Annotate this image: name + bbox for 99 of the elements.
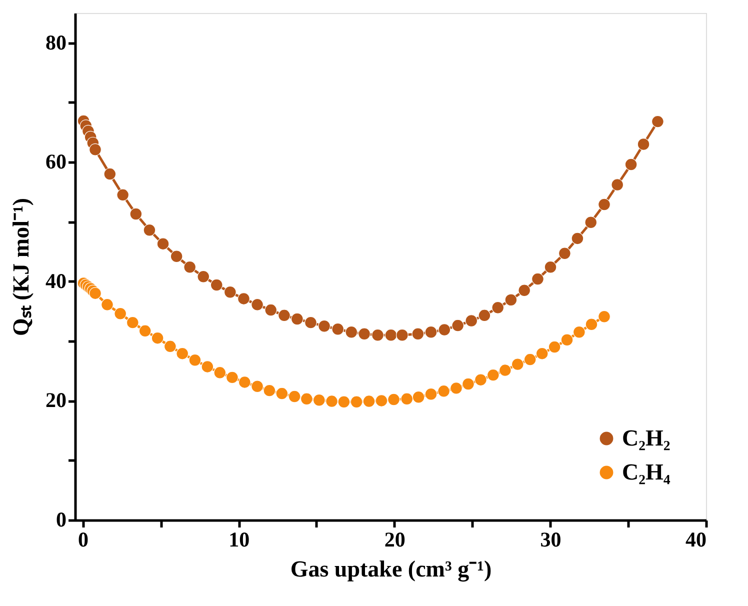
point: [151, 332, 164, 344]
y-tick-label: 40: [46, 268, 66, 293]
point: [462, 378, 474, 390]
point: [478, 309, 491, 322]
point: [637, 138, 650, 150]
y-tick-label: 0: [56, 508, 66, 532]
point: [560, 334, 574, 346]
point: [412, 390, 425, 404]
point: [130, 208, 142, 220]
point: [388, 393, 400, 406]
point: [276, 387, 288, 400]
point: [598, 198, 610, 211]
point: [375, 394, 388, 407]
point: [332, 322, 344, 336]
point: [571, 232, 584, 245]
point: [263, 384, 276, 397]
point: [138, 324, 152, 338]
legend-label: C₂H₄: [622, 460, 670, 484]
point: [651, 115, 664, 128]
x-tick-label: 30: [540, 528, 562, 552]
point: [226, 371, 238, 384]
point: [438, 324, 451, 336]
point: [104, 168, 116, 180]
point: [318, 320, 330, 332]
point: [170, 250, 183, 263]
y-tick-label: 60: [46, 150, 66, 174]
point: [544, 260, 557, 274]
point: [224, 286, 236, 298]
point: [400, 392, 414, 406]
legend-label: C₂H₂: [622, 426, 670, 450]
point: [532, 272, 544, 286]
point: [548, 340, 561, 354]
point: [450, 382, 462, 394]
point: [338, 396, 350, 408]
y-tick-label: 80: [46, 30, 66, 54]
point: [350, 396, 363, 408]
point: [184, 260, 196, 274]
point: [504, 294, 518, 306]
point: [572, 326, 586, 338]
point: [278, 309, 290, 322]
x-tick-label: 20: [384, 528, 406, 552]
point: [465, 314, 478, 327]
point: [210, 278, 223, 292]
point: [101, 298, 114, 311]
point: [558, 247, 571, 260]
point: [498, 364, 512, 376]
point: [438, 384, 450, 398]
point: [288, 390, 301, 403]
point: [114, 307, 127, 320]
point: [188, 354, 202, 366]
point: [164, 340, 176, 353]
point: [536, 347, 548, 360]
point: [156, 238, 170, 250]
point: [474, 374, 487, 386]
point: [89, 143, 102, 156]
point: [238, 292, 250, 305]
point: [300, 392, 313, 406]
x-tick-label: 10: [228, 528, 250, 552]
point: [89, 287, 102, 300]
point: [126, 316, 139, 329]
point: [524, 353, 536, 366]
point: [412, 328, 424, 340]
point: [585, 318, 598, 331]
point: [116, 188, 130, 202]
point: [264, 304, 278, 316]
point: [358, 328, 371, 340]
point: [492, 301, 504, 314]
point: [251, 298, 264, 311]
point: [598, 310, 610, 323]
point: [345, 326, 358, 338]
point: [518, 284, 531, 297]
point: [396, 328, 408, 342]
point: [424, 326, 438, 338]
point: [511, 358, 524, 371]
point: [201, 360, 214, 373]
point: [486, 368, 500, 382]
point: [290, 312, 304, 326]
point: [238, 376, 251, 388]
x-tick-label: 40: [686, 528, 706, 552]
point: [384, 328, 398, 342]
point: [424, 388, 438, 400]
point: [197, 270, 210, 283]
point: [584, 216, 598, 229]
point: [372, 328, 384, 342]
x-axis-title: Gas uptake (cm³ g⁻¹): [290, 556, 492, 582]
point: [176, 347, 189, 360]
point: [362, 395, 376, 408]
y-axis-title: Qₛₜ (KJ mol⁻¹): [8, 198, 34, 336]
point: [143, 224, 156, 236]
point: [312, 394, 326, 406]
point: [624, 158, 638, 171]
point: [326, 395, 338, 408]
x-tick-label: 0: [78, 528, 89, 552]
point: [304, 316, 317, 329]
point: [452, 319, 464, 332]
point: [251, 380, 264, 393]
y-tick-label: 20: [46, 388, 66, 412]
point: [214, 366, 226, 379]
point: [611, 178, 624, 191]
